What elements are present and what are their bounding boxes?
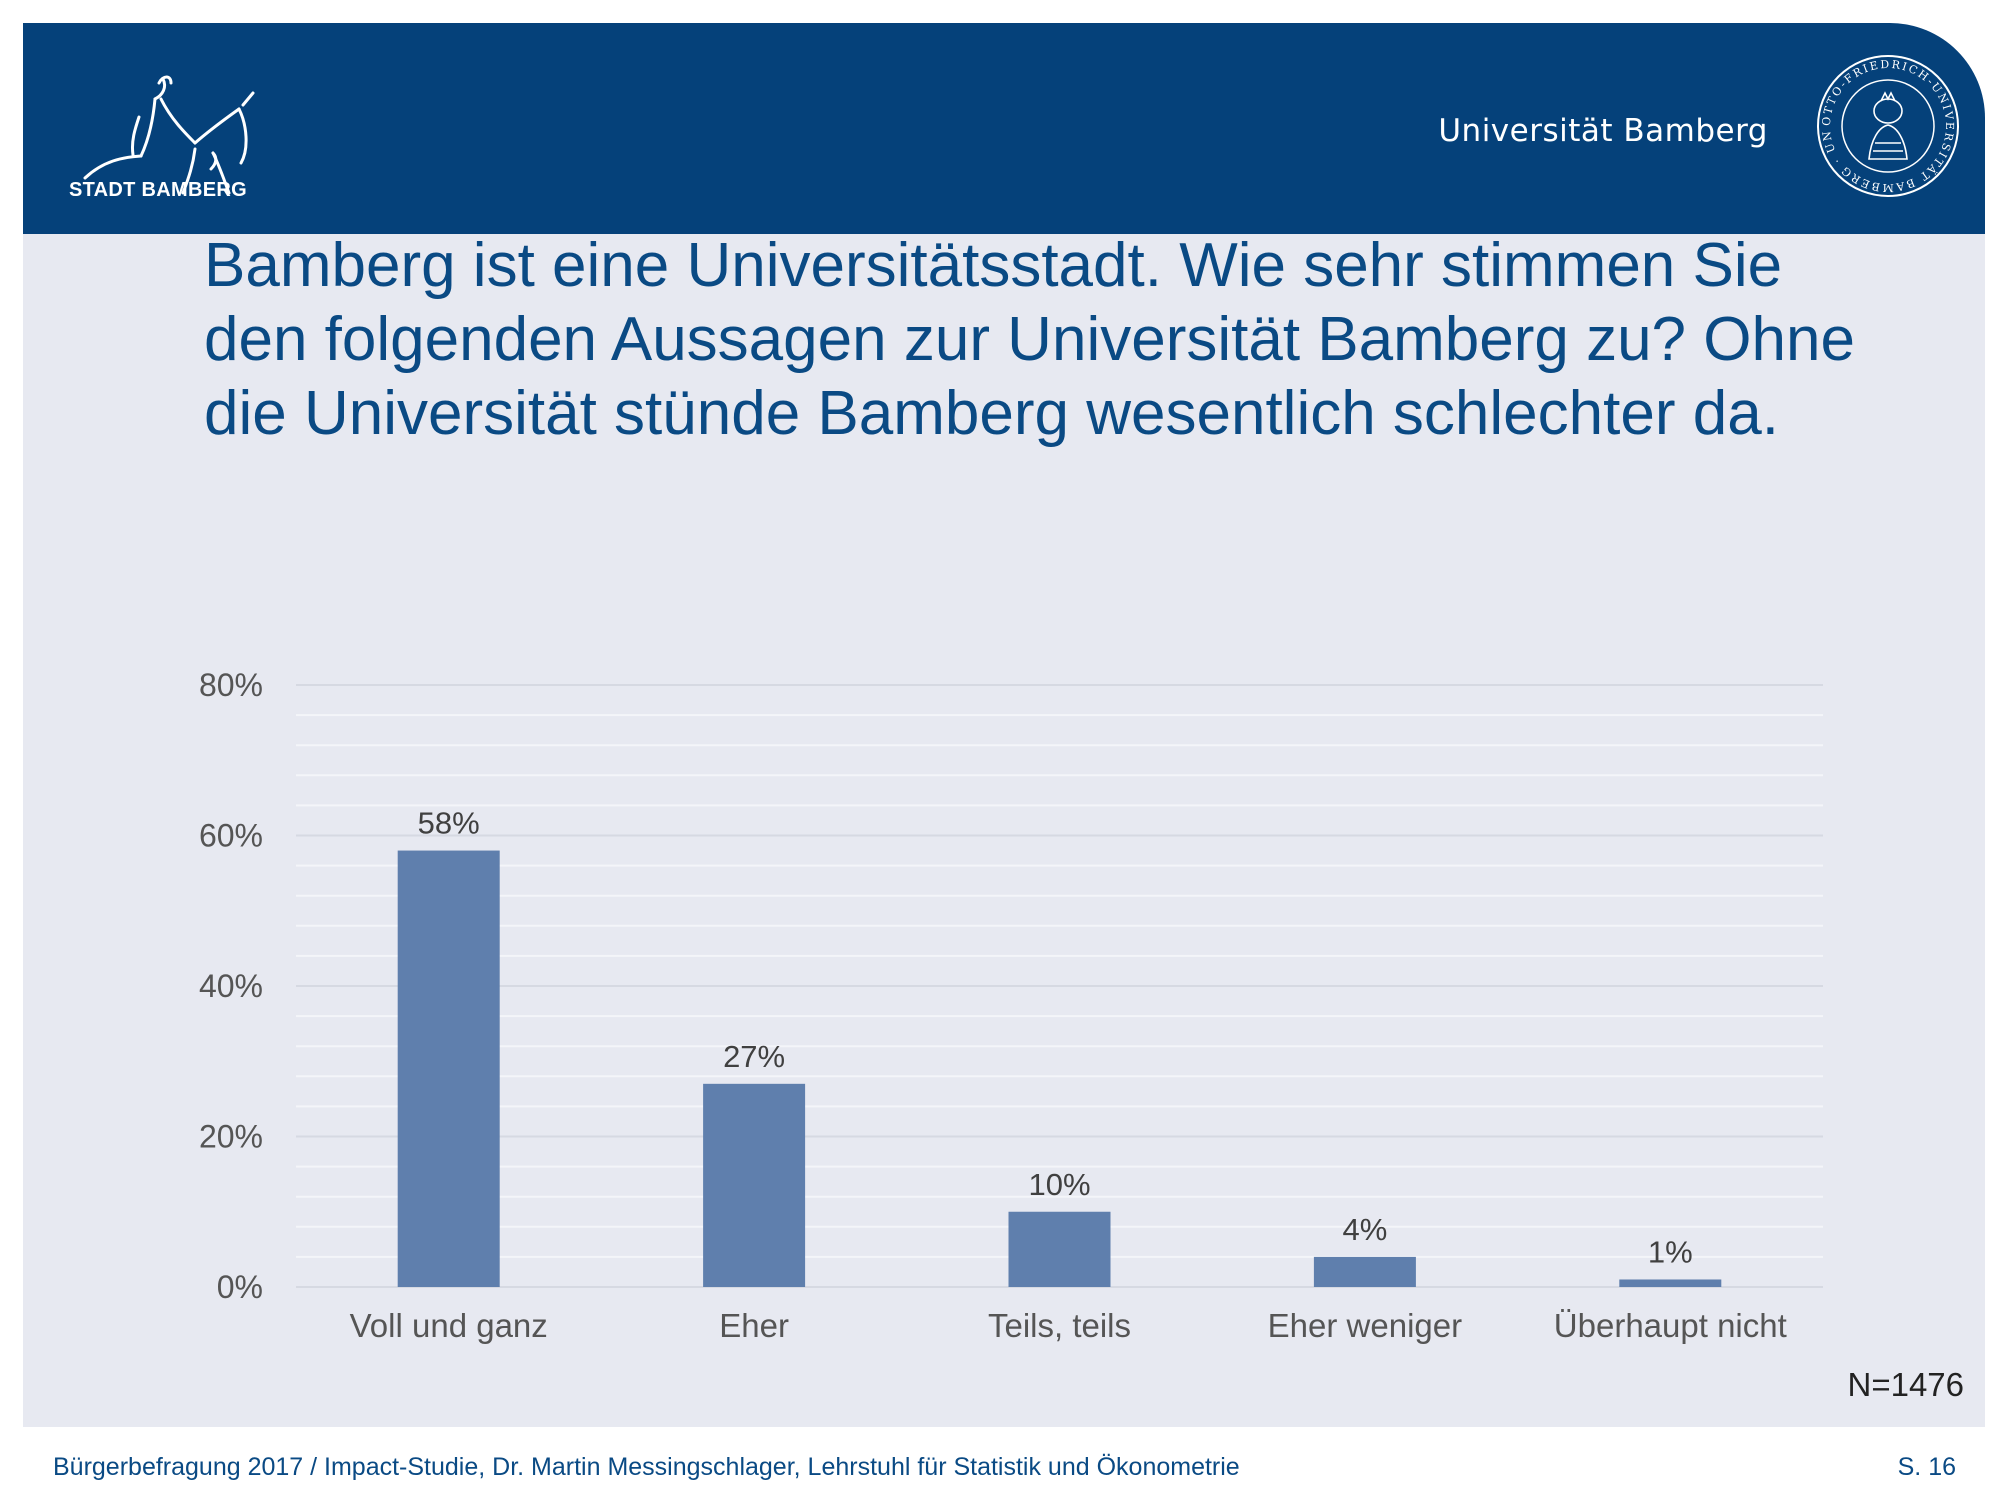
bar-chart: 0% 20% 40% 60% 80% 58% 27% 10% 4% 1% Voll und ga… (199, 667, 1823, 1344)
bar-data-label: 4% (1342, 1212, 1387, 1247)
city-logo-text: STADT BAMBERG (69, 179, 247, 201)
bars (397, 850, 1722, 1287)
y-tick-label: 0% (217, 1269, 263, 1305)
footer-page-number: S. 16 (1897, 1453, 1956, 1481)
header-bar: STADT BAMBERG Universität Bamberg OTTO-F… (23, 23, 1985, 234)
y-tick-label: 20% (199, 1119, 263, 1155)
bar (397, 850, 500, 1287)
y-tick-label: 40% (199, 968, 263, 1004)
bar-data-label: 58% (418, 806, 480, 841)
x-category-label: Eher (719, 1307, 789, 1344)
university-seal-icon: OTTO-FRIEDRICH-UNIVERSITÄT BAMBERG · UNI… (1813, 51, 1959, 197)
university-name: Universität Bamberg (1438, 113, 1768, 149)
footer-source: Bürgerbefragung 2017 / Impact-Studie, Dr… (53, 1453, 1240, 1481)
y-axis-tick-labels: 0% 20% 40% 60% 80% (199, 667, 263, 1305)
question-title: Bamberg ist eine Universitätsstadt. Wie … (204, 231, 1855, 448)
x-category-label: Eher weniger (1268, 1307, 1462, 1344)
bar-data-label: 1% (1648, 1234, 1693, 1269)
y-tick-label: 60% (199, 818, 263, 854)
bar (703, 1083, 806, 1287)
sample-size-note: N=1476 (1847, 1366, 1964, 1403)
bar-data-label: 27% (723, 1039, 785, 1074)
stadt-bamberg-rider-logo-icon (83, 75, 255, 195)
bar (1619, 1279, 1722, 1287)
x-category-label: Voll und ganz (350, 1307, 548, 1344)
x-axis-category-labels: Voll und ganz Eher Teils, teils Eher wenige… (350, 1307, 1787, 1344)
bar-data-labels: 58% 27% 10% 4% 1% (418, 806, 1693, 1270)
x-category-label: Überhaupt nicht (1554, 1307, 1787, 1344)
bar (1313, 1256, 1416, 1287)
y-tick-label: 80% (199, 667, 263, 703)
bar-data-label: 10% (1028, 1167, 1090, 1202)
bar (1008, 1211, 1111, 1287)
slide: STADT BAMBERG Universität Bamberg OTTO-F… (23, 23, 1985, 1427)
x-category-label: Teils, teils (988, 1307, 1131, 1344)
